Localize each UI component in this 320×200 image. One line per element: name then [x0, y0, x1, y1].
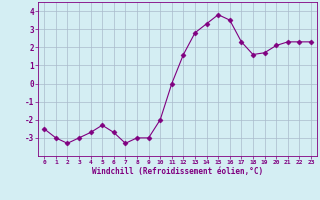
- X-axis label: Windchill (Refroidissement éolien,°C): Windchill (Refroidissement éolien,°C): [92, 167, 263, 176]
